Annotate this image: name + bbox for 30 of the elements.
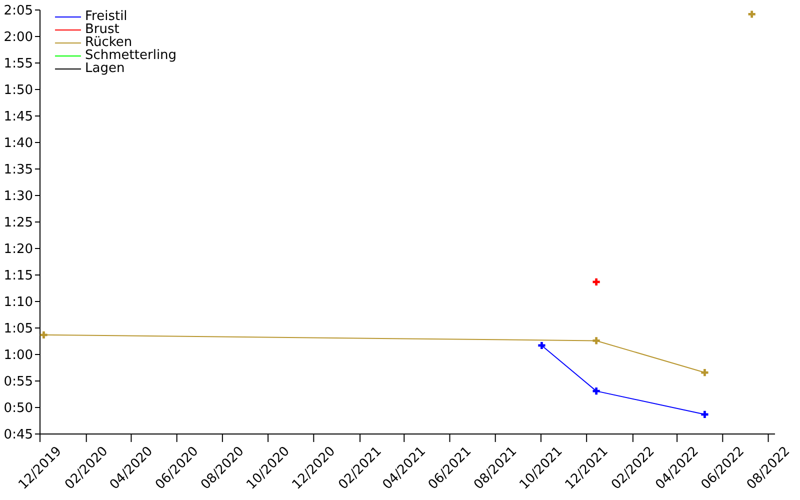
legend-label: Freistil xyxy=(85,9,128,24)
point xyxy=(748,10,756,18)
y-tick-label: 1:35 xyxy=(4,162,33,178)
y-tick-label: 1:05 xyxy=(4,322,33,337)
y-tick-label: 1:20 xyxy=(4,242,33,258)
y-tick-label: 1:00 xyxy=(4,348,33,364)
y-tick-label: 2:05 xyxy=(4,4,33,19)
y-tick-label: 0:45 xyxy=(4,428,33,443)
point xyxy=(538,342,546,350)
point xyxy=(701,368,708,376)
y-tick-label: 1:40 xyxy=(4,136,33,152)
point xyxy=(592,388,600,395)
legend-label: Lagen xyxy=(85,61,125,76)
point xyxy=(701,410,708,418)
point xyxy=(40,331,48,338)
point xyxy=(592,278,600,286)
y-tick-label: 1:30 xyxy=(4,189,33,204)
y-tick-label: 1:55 xyxy=(4,56,33,72)
y-tick-label: 2:00 xyxy=(4,30,33,46)
y-tick-label: 1:45 xyxy=(4,110,33,125)
legend-label: Rücken xyxy=(85,35,132,50)
y-tick-label: 1:50 xyxy=(4,83,33,98)
y-tick-label: 0:50 xyxy=(4,401,33,416)
y-tick-label: 1:10 xyxy=(4,295,33,310)
y-tick-label: 1:15 xyxy=(4,268,33,284)
point xyxy=(592,337,600,344)
legend-label: Brust xyxy=(85,22,120,37)
y-tick-label: 1:25 xyxy=(4,216,33,231)
y-tick-label: 0:55 xyxy=(4,374,33,390)
legend-label: Schmetterling xyxy=(85,48,177,63)
